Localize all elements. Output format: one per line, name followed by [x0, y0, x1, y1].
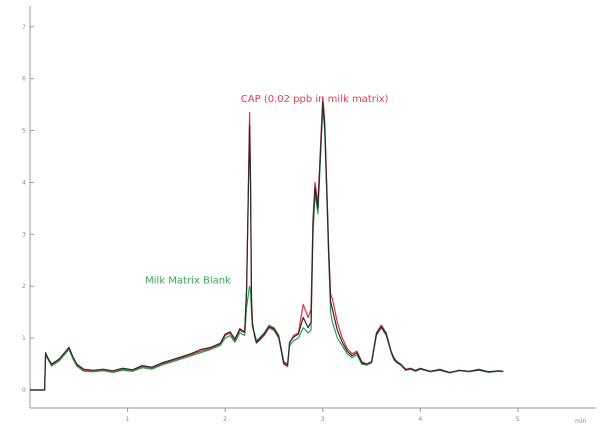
- y-tick-label: 3: [22, 231, 26, 238]
- x-tick-label: 4: [418, 416, 422, 423]
- y-tick-label: 0: [22, 387, 26, 394]
- axes: [29, 6, 596, 409]
- series-line-1: [30, 106, 504, 391]
- series-line-2: [30, 101, 504, 391]
- y-tick-label: 5: [22, 128, 26, 135]
- x-tick-label: 5: [516, 416, 520, 423]
- x-tick-label: 2: [223, 416, 227, 423]
- y-ticks: 0 1 2 3 4 5 6 7: [22, 24, 34, 394]
- x-unit-label: min: [575, 418, 587, 425]
- annotation-label: CAP (0.02 ppb in milk matrix): [241, 94, 389, 105]
- annotation-layer: CAP (0.02 ppb in milk matrix) Milk Matrix…: [145, 94, 388, 287]
- y-tick-label: 7: [22, 24, 26, 31]
- y-tick-label: 4: [22, 179, 26, 186]
- annotation-label: Milk Matrix Blank: [145, 276, 231, 287]
- series-line-0: [30, 96, 504, 391]
- x-tick-label: 3: [321, 416, 325, 423]
- y-tick-label: 6: [22, 76, 26, 83]
- x-ticks: 1 2 3 4 5: [126, 408, 520, 423]
- y-tick-label: 1: [22, 335, 26, 342]
- series-layer: [30, 96, 504, 391]
- x-tick-label: 1: [126, 416, 130, 423]
- y-tick-label: 2: [22, 283, 26, 290]
